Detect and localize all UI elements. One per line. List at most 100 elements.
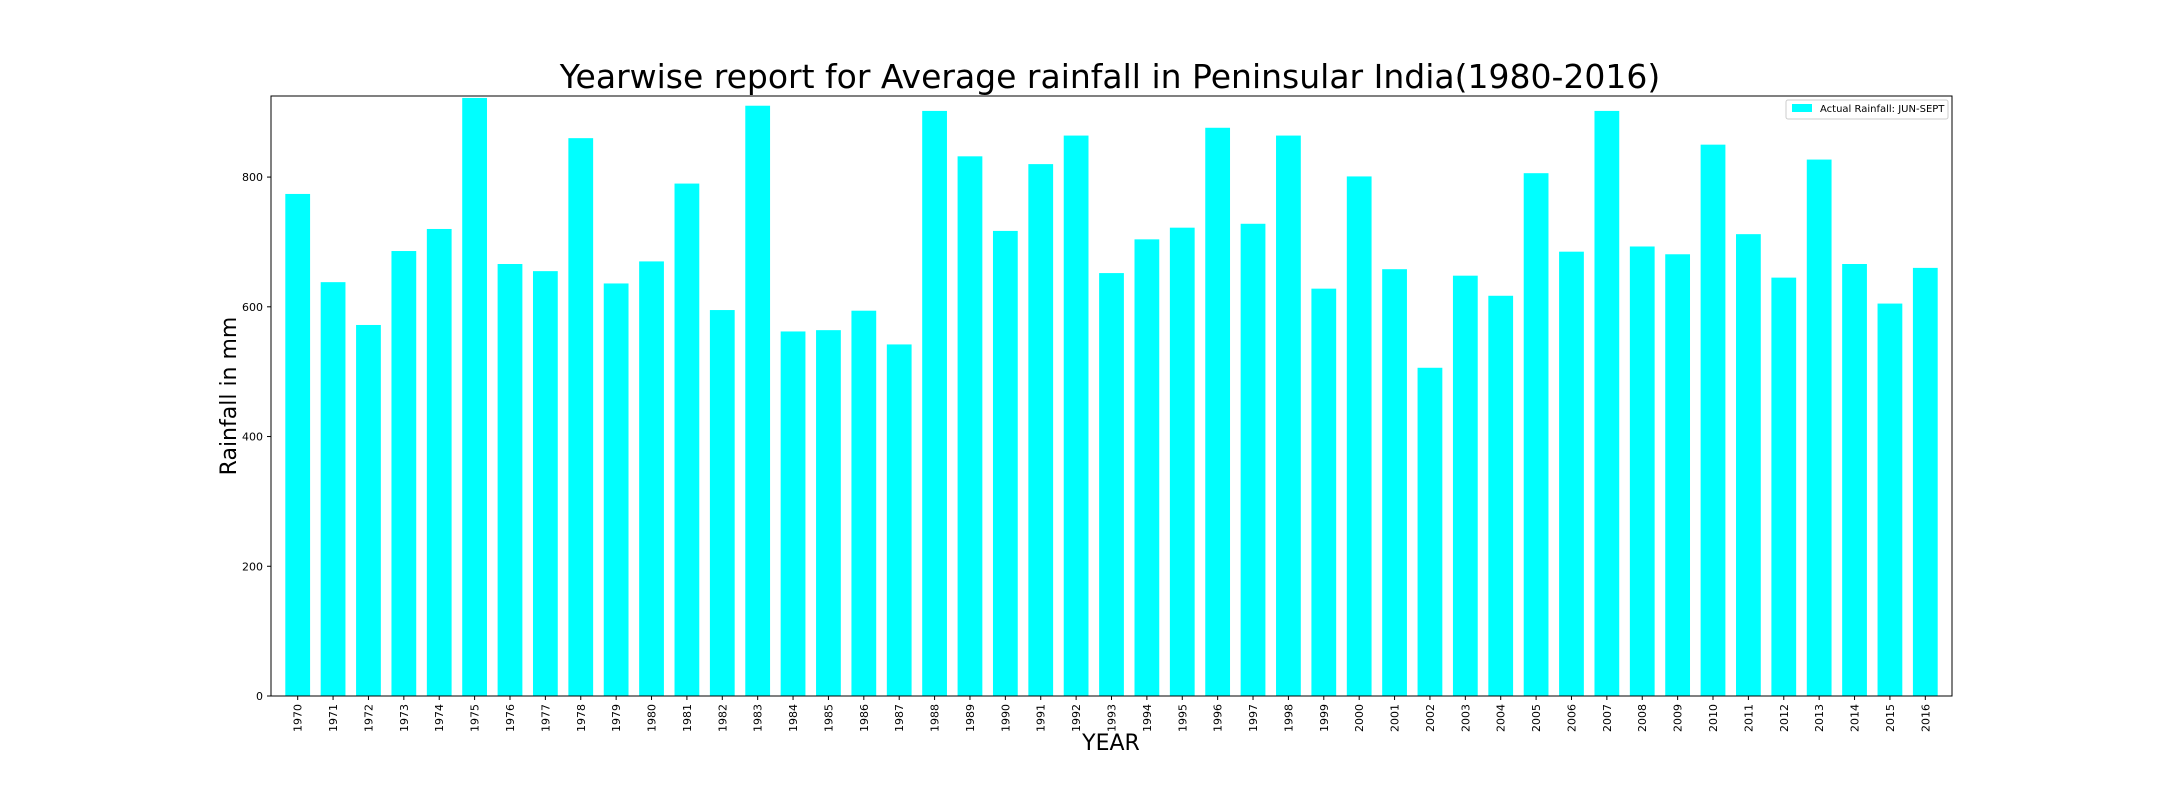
x-tick-label-1973: 1973 [398, 704, 411, 732]
x-tick-label-2008: 2008 [1636, 704, 1649, 732]
bar-1993 [1099, 273, 1124, 696]
bar-1970 [285, 193, 311, 696]
bar-2001 [1382, 269, 1407, 696]
bar-1999 [1311, 288, 1337, 696]
x-tick-label-1999: 1999 [1318, 704, 1331, 732]
bar-2015 [1877, 303, 1903, 696]
y-axis-title: Rainfall in mm [217, 317, 242, 476]
x-tick-label-2009: 2009 [1672, 704, 1685, 732]
bar-1972 [356, 324, 381, 696]
bar-1995 [1169, 227, 1195, 696]
x-tick-label-1970: 1970 [292, 704, 305, 732]
x-tick-label-1990: 1990 [999, 704, 1012, 732]
bar-2005 [1523, 173, 1549, 696]
x-tick-label-2011: 2011 [1742, 704, 1755, 732]
x-tick-label-1977: 1977 [539, 704, 552, 732]
bar-1991 [1028, 164, 1054, 697]
x-tick-label-1991: 1991 [1035, 704, 1048, 732]
bar-2007 [1594, 110, 1620, 697]
bar-2004 [1488, 295, 1514, 696]
x-tick-label-1983: 1983 [752, 704, 765, 732]
y-tick-label-800: 800 [242, 171, 263, 184]
x-tick-label-1995: 1995 [1176, 704, 1189, 732]
x-tick-label-1996: 1996 [1212, 704, 1225, 732]
x-tick-label-2015: 2015 [1884, 704, 1897, 732]
x-tick-label-1979: 1979 [610, 704, 623, 732]
bar-1988 [922, 110, 947, 697]
bar-1976 [497, 264, 523, 696]
bar-1983 [745, 105, 771, 697]
x-tick-label-1971: 1971 [327, 704, 340, 732]
legend-swatch [1792, 104, 1812, 112]
x-tick-label-2014: 2014 [1849, 704, 1862, 732]
x-tick-label-1975: 1975 [469, 704, 482, 732]
bar-1986 [851, 310, 877, 696]
bar-1989 [957, 156, 983, 696]
bar-1984 [780, 331, 806, 696]
x-tick-label-1984: 1984 [787, 704, 800, 732]
x-tick-label-2004: 2004 [1495, 704, 1508, 732]
x-tick-label-2001: 2001 [1389, 704, 1402, 732]
bar-1987 [886, 344, 912, 696]
bar-2008 [1629, 246, 1655, 697]
bar-1992 [1063, 135, 1089, 696]
bar-1997 [1240, 223, 1266, 696]
bar-1994 [1134, 239, 1160, 696]
x-tick-label-2013: 2013 [1813, 704, 1826, 732]
x-axis-ticks: 1970 1971 1972 1973 1974 1975 1976 1977 1978 1979… [292, 696, 1932, 732]
x-axis-title: YEAR [1081, 731, 1140, 756]
bar-1982 [709, 310, 735, 696]
bar-2013 [1806, 159, 1832, 696]
bar-1971 [320, 282, 346, 696]
x-tick-label-1985: 1985 [822, 704, 835, 732]
x-tick-label-2005: 2005 [1530, 704, 1543, 732]
bar-2010 [1700, 144, 1726, 696]
bar-1990 [992, 230, 1018, 697]
x-tick-label-2016: 2016 [1919, 704, 1932, 732]
bar-1998 [1276, 135, 1301, 696]
x-tick-label-1987: 1987 [893, 704, 906, 732]
bar-2009 [1665, 254, 1691, 696]
x-tick-label-1988: 1988 [929, 704, 942, 732]
y-axis-ticks: 0 200 400 600 800 [242, 171, 271, 703]
bar-1973 [391, 251, 417, 696]
legend: Actual Rainfall: JUN-SEPT [1785, 99, 1949, 120]
x-tick-label-1981: 1981 [681, 704, 694, 732]
bar-2006 [1559, 251, 1584, 696]
x-tick-label-2010: 2010 [1707, 704, 1720, 732]
bar-1978 [568, 138, 594, 696]
bar-2012 [1771, 277, 1797, 696]
bar-2000 [1346, 176, 1372, 696]
chart-title: Yearwise report for Average rainfall in … [559, 57, 1660, 96]
bar-2003 [1452, 275, 1478, 696]
bar-1975 [462, 97, 487, 696]
bar-1985 [816, 330, 841, 696]
bar-1980 [639, 261, 664, 696]
x-tick-label-1989: 1989 [964, 704, 977, 732]
x-tick-label-1978: 1978 [575, 704, 588, 732]
bars-group [285, 97, 1938, 697]
x-tick-label-1998: 1998 [1282, 704, 1295, 732]
y-tick-label-600: 600 [242, 301, 263, 314]
x-tick-label-1992: 1992 [1070, 704, 1083, 732]
y-tick-label-400: 400 [242, 431, 263, 444]
x-tick-label-2012: 2012 [1778, 704, 1791, 732]
x-tick-label-2000: 2000 [1353, 704, 1366, 732]
x-tick-label-1997: 1997 [1247, 704, 1260, 732]
legend-label: Actual Rainfall: JUN-SEPT [1820, 104, 1945, 115]
x-tick-label-1986: 1986 [858, 704, 871, 732]
x-tick-label-1976: 1976 [504, 704, 517, 732]
bar-2014 [1842, 264, 1867, 696]
plot-frame [270, 95, 1953, 697]
y-tick-label-0: 0 [256, 690, 263, 703]
bar-2016 [1912, 267, 1938, 696]
x-tick-label-1980: 1980 [646, 704, 659, 732]
y-tick-label-200: 200 [242, 560, 263, 573]
x-tick-label-1972: 1972 [362, 704, 375, 732]
bar-2011 [1736, 234, 1761, 696]
x-tick-label-2003: 2003 [1459, 704, 1472, 732]
x-tick-label-2006: 2006 [1565, 704, 1578, 732]
bar-1996 [1205, 127, 1231, 696]
x-tick-label-1974: 1974 [433, 704, 446, 732]
